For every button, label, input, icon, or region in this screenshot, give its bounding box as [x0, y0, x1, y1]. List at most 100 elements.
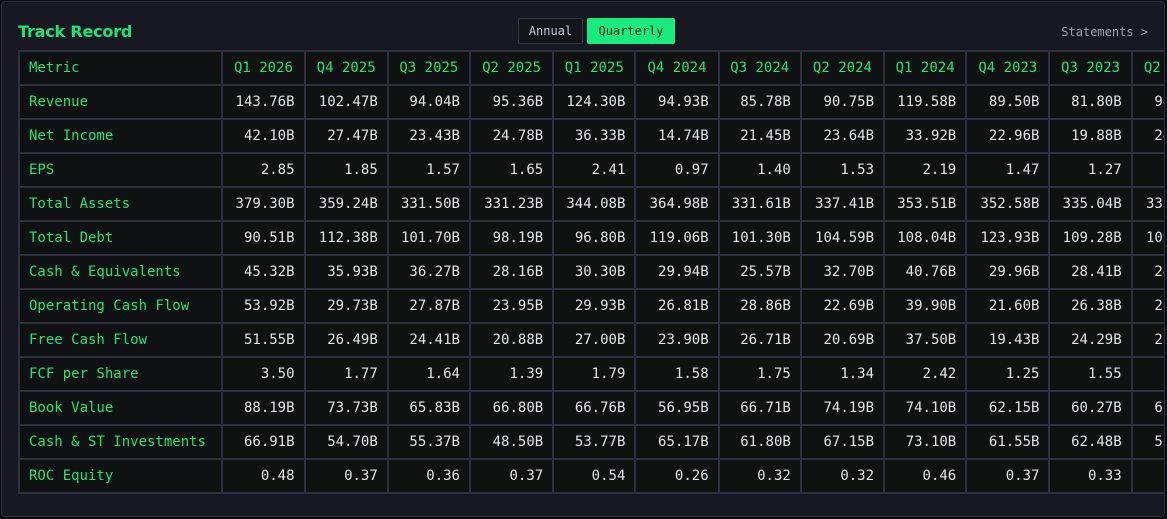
metric-label: Total Assets [18, 186, 224, 222]
value-cell: 25.57B [717, 254, 802, 290]
table-header-row: Metric Q1 2026 Q4 2025 Q3 2025 Q2 2025 Q1 20… [18, 50, 1164, 86]
value-cell: 20.88B [468, 322, 555, 358]
value-cell: 66.71B [717, 390, 802, 426]
value-cell: 24.69B [1130, 254, 1164, 290]
metric-label: Free Cash Flow [18, 322, 224, 358]
value-cell: 73.73B [303, 390, 389, 426]
value-cell: 65.83B [386, 390, 471, 426]
value-cell: 119.58B [883, 84, 968, 120]
value-cell: 23.43B [386, 118, 471, 154]
period-column-header: Q4 2025 [303, 50, 389, 86]
period-column-header: Q1 2024 [883, 50, 968, 86]
table-row: Revenue 143.76B 102.47B 94.04B 95.36B 124.30B… [18, 84, 1164, 120]
value-cell: 0.37 [468, 458, 555, 494]
value-cell: 2.19 [883, 152, 968, 188]
value-cell: 61.80B [717, 424, 802, 460]
value-cell: 1.65 [468, 152, 555, 188]
value-cell: 26.81B [634, 288, 720, 324]
value-cell: 101.30B [717, 220, 802, 256]
value-cell: 1.53 [799, 152, 886, 188]
value-cell: 26.71B [717, 322, 802, 358]
value-cell: 0.37 [303, 458, 389, 494]
track-record-table-container[interactable]: Metric Q1 2026 Q4 2025 Q3 2025 Q2 2025 Q1 20… [18, 50, 1164, 504]
table-row: Book Value 88.19B 73.73B 65.83B 66.80B 66.76B… [18, 390, 1164, 426]
value-cell: 3.50 [221, 356, 306, 392]
value-cell: 53.92B [221, 288, 306, 324]
period-column-header: Q3 2025 [386, 50, 471, 86]
value-cell: 353.51B [883, 186, 968, 222]
value-cell: 90.75B [799, 84, 886, 120]
quarterly-toggle-button[interactable]: Quarterly [587, 18, 675, 44]
value-cell: 1.53 [1130, 152, 1164, 188]
value-cell: 26.49B [303, 322, 389, 358]
value-cell: 65.17B [634, 424, 720, 460]
value-cell: 1.55 [1048, 356, 1133, 392]
value-cell: 36.33B [552, 118, 637, 154]
table-row: Total Debt 90.51B 112.38B 101.70B 98.19B 96.8… [18, 220, 1164, 256]
value-cell: 89.50B [965, 84, 1051, 120]
value-cell: 60.27B [1048, 390, 1133, 426]
statements-link[interactable]: Statements > [1061, 25, 1148, 39]
value-cell: 124.30B [552, 84, 637, 120]
value-cell: 0.37 [965, 458, 1051, 494]
value-cell: 28.16B [468, 254, 555, 290]
value-cell: 101.70B [386, 220, 471, 256]
value-cell: 1.57 [386, 152, 471, 188]
value-cell: 2.41 [552, 152, 637, 188]
value-cell: 24.41B [386, 322, 471, 358]
period-column-header: Q1 2026 [221, 50, 306, 86]
value-cell: 1.85 [303, 152, 389, 188]
value-cell: 29.96B [965, 254, 1051, 290]
value-cell: 28.56B [1130, 288, 1164, 324]
value-cell: 62.16B [1130, 390, 1164, 426]
metric-label: Cash & ST Investments [18, 424, 224, 460]
table-row: Cash & ST Investments 66.91B 54.70B 55.37B 4… [18, 424, 1164, 460]
value-cell: 1.47 [965, 152, 1051, 188]
value-cell: 48.50B [468, 424, 555, 460]
table-row: Operating Cash Flow 53.92B 29.73B 27.87B 23.… [18, 288, 1164, 324]
value-cell: 108.04B [883, 220, 968, 256]
value-cell: 56.95B [634, 390, 720, 426]
period-column-header: Q4 2024 [634, 50, 720, 86]
value-cell: 94.84B [1130, 84, 1164, 120]
value-cell: 53.77B [552, 424, 637, 460]
panel-title: Track Record [18, 22, 133, 41]
value-cell: 352.58B [965, 186, 1051, 222]
value-cell: 1.58 [634, 356, 720, 392]
value-cell: 0.48 [221, 458, 306, 494]
value-cell: 94.93B [634, 84, 720, 120]
metric-label: ROC Equity [18, 458, 224, 494]
value-cell: 85.78B [717, 84, 802, 120]
value-cell: 109.28B [1048, 220, 1133, 256]
value-cell: 95.36B [468, 84, 555, 120]
value-cell: 0.26 [634, 458, 720, 494]
metric-label: Net Income [18, 118, 224, 154]
value-cell: 32.70B [799, 254, 886, 290]
track-record-table: Metric Q1 2026 Q4 2025 Q3 2025 Q2 2025 Q1 20… [18, 50, 1164, 494]
value-cell: 0.97 [634, 152, 720, 188]
value-cell: 1.62 [1130, 356, 1164, 392]
metric-label: Operating Cash Flow [18, 288, 224, 324]
annual-toggle-button[interactable]: Annual [518, 18, 583, 44]
value-cell: 337.41B [799, 186, 886, 222]
value-cell: 94.04B [386, 84, 471, 120]
value-cell: 359.24B [303, 186, 389, 222]
value-cell: 109.61B [1130, 220, 1164, 256]
value-cell: 30.30B [552, 254, 637, 290]
value-cell: 73.10B [883, 424, 968, 460]
value-cell: 1.77 [303, 356, 389, 392]
metric-label: FCF per Share [18, 356, 224, 392]
value-cell: 66.80B [468, 390, 555, 426]
metric-label: Revenue [18, 84, 224, 120]
value-cell: 27.00B [552, 322, 637, 358]
table-row: Cash & Equivalents 45.32B 35.93B 36.27B 28.1… [18, 254, 1164, 290]
value-cell: 23.95B [468, 288, 555, 324]
value-cell: 88.19B [221, 390, 306, 426]
value-cell: 28.86B [717, 288, 802, 324]
value-cell: 21.45B [717, 118, 802, 154]
metric-column-header: Metric [18, 50, 224, 86]
value-cell: 29.93B [552, 288, 637, 324]
metric-label: Book Value [18, 390, 224, 426]
value-cell: 0.33 [1048, 458, 1133, 494]
